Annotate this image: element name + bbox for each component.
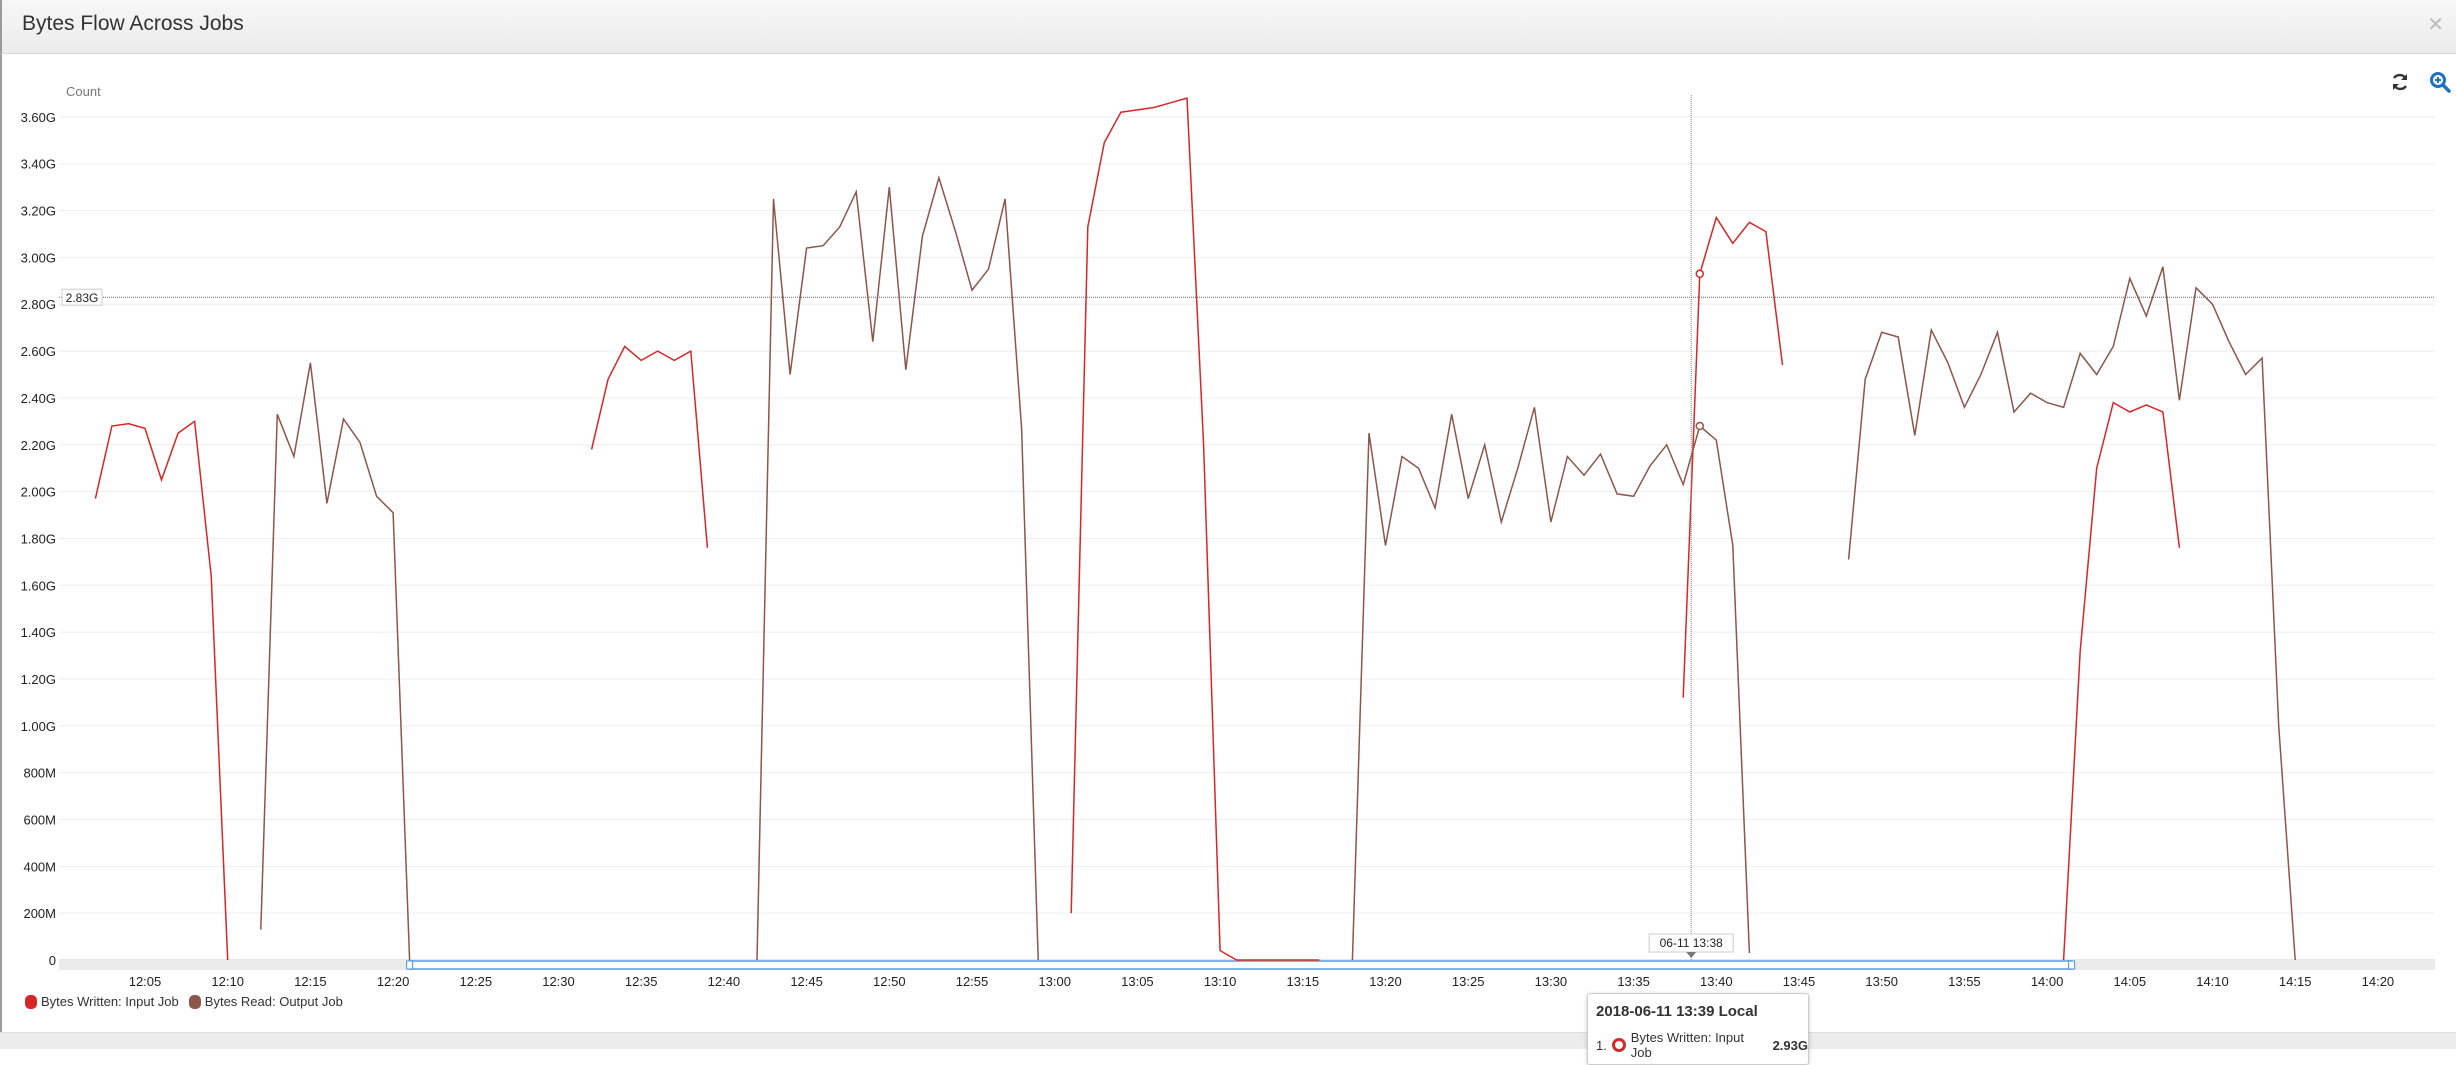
- x-tick-label: 13:30: [1535, 974, 1568, 989]
- legend-swatch: [188, 994, 201, 1009]
- x-tick-label: 13:55: [1948, 974, 1981, 989]
- x-tick-label: 12:15: [294, 974, 327, 989]
- x-tick-label: 12:35: [625, 974, 658, 989]
- y-tick-label: 0: [49, 953, 56, 968]
- x-tick-label: 12:50: [873, 974, 906, 989]
- tooltip-index: 1.: [1596, 1037, 1607, 1053]
- y-tick-label: 200M: [23, 906, 56, 921]
- y-tick-label: 2.60G: [21, 344, 56, 359]
- x-tick-label: 13:25: [1452, 974, 1485, 989]
- chart-title: Bytes Flow Across Jobs: [22, 12, 244, 35]
- y-tick-label: 1.60G: [21, 578, 56, 593]
- y-tick-label: 3.20G: [21, 204, 56, 219]
- x-tick-label: 12:30: [542, 974, 575, 989]
- legend: Bytes Written: Input Job Bytes Read: Out…: [25, 994, 343, 1009]
- x-tick-label: 12:20: [377, 974, 410, 989]
- navigator-handle[interactable]: [406, 960, 414, 970]
- series-line-bytes-read: [260, 362, 411, 961]
- y-tick-label: 400M: [23, 859, 56, 874]
- series-line-bytes-written: [94, 419, 229, 961]
- hover-marker-bytes-written: [1695, 269, 1705, 279]
- x-tick-label: 12:40: [708, 974, 741, 989]
- y-axis-title: Count: [66, 84, 101, 99]
- x-tick-label: 13:05: [1121, 974, 1154, 989]
- legend-label: Bytes Written: Input Job: [41, 994, 179, 1009]
- x-tick-label: 13:10: [1204, 974, 1237, 989]
- series-line-bytes-written: [1682, 215, 1784, 698]
- y-tick-label: 1.80G: [21, 531, 56, 546]
- y-tick-label: 3.00G: [21, 250, 56, 265]
- series-line-bytes-read: [1847, 266, 2296, 961]
- y-tick-label: 2.20G: [21, 438, 56, 453]
- series-line-bytes-written: [590, 345, 709, 548]
- series-line-bytes-written: [2062, 401, 2181, 961]
- crosshair-pointer: [1686, 952, 1697, 958]
- series-line-bytes-read: [1351, 407, 1751, 961]
- y-tick-label: 3.60G: [21, 110, 56, 125]
- x-tick-label: 12:55: [956, 974, 989, 989]
- y-tick-label: 1.20G: [21, 672, 56, 687]
- crosshair-x-label: 06-11 13:38: [1660, 936, 1723, 950]
- series-marker-icon: [1611, 1038, 1626, 1052]
- navigator-handle[interactable]: [2068, 960, 2076, 970]
- close-icon[interactable]: ✕: [2427, 14, 2444, 36]
- x-tick-label: 14:10: [2196, 974, 2229, 989]
- series-line-bytes-written: [1070, 97, 1320, 961]
- x-tick-label: 13:20: [1369, 974, 1402, 989]
- x-tick-label: 12:45: [790, 974, 823, 989]
- legend-item-bytes-read[interactable]: Bytes Read: Output Job: [188, 994, 343, 1009]
- legend-item-bytes-written[interactable]: Bytes Written: Input Job: [25, 994, 179, 1009]
- series-line-bytes-read: [756, 175, 1039, 961]
- tooltip-series: Bytes Written: Input Job: [1630, 1030, 1744, 1060]
- footer-bar: [0, 1032, 2456, 1049]
- tooltip-row: 1. Bytes Written: Input Job 2.93G: [1596, 1030, 1808, 1060]
- y-tick-label: 3.40G: [21, 157, 56, 172]
- y-tick-label: 2.00G: [21, 485, 56, 500]
- x-tick-label: 13:40: [1700, 974, 1733, 989]
- zoom-in-icon[interactable]: [2428, 70, 2452, 94]
- navigator-selection[interactable]: [408, 960, 2073, 970]
- y-tick-label: 1.40G: [21, 625, 56, 640]
- tooltip: 2018-06-11 13:39 Local 1. Bytes Written:…: [1587, 993, 1809, 1065]
- left-border: [0, 54, 2, 1048]
- legend-swatch: [25, 994, 37, 1009]
- crosshair-y-label-box: [61, 288, 103, 306]
- x-tick-label: 13:50: [1865, 974, 1898, 989]
- y-tick-label: 600M: [23, 812, 56, 827]
- tooltip-value: 2.93G: [1772, 1037, 1808, 1053]
- x-tick-label: 13:00: [1038, 974, 1071, 989]
- y-tick-label: 800M: [23, 766, 56, 781]
- x-tick-label: 13:45: [1783, 974, 1816, 989]
- x-tick-label: 12:25: [460, 974, 493, 989]
- modal-header: Bytes Flow Across Jobs ✕: [0, 0, 2456, 54]
- y-tick-label: 1.00G: [21, 719, 56, 734]
- y-tick-label: 2.40G: [21, 391, 56, 406]
- x-tick-label: 14:20: [2362, 974, 2395, 989]
- chart-area[interactable]: Count 0 200M 400M 600M 800M 1.00G 1.20G 1.40G 1.6…: [0, 54, 2456, 994]
- y-tick-label: 2.80G: [21, 297, 56, 312]
- x-tick-label: 12:10: [211, 974, 244, 989]
- x-tick-label: 13:35: [1617, 974, 1650, 989]
- tooltip-title: 2018-06-11 13:39 Local: [1596, 1003, 1758, 1020]
- x-tick-label: 14:15: [2279, 974, 2312, 989]
- refresh-icon[interactable]: [2388, 70, 2412, 94]
- x-tick-label: 14:00: [2031, 974, 2064, 989]
- legend-label: Bytes Read: Output Job: [204, 994, 343, 1009]
- hover-marker-bytes-read: [1695, 421, 1705, 431]
- x-tick-label: 14:05: [2114, 974, 2147, 989]
- x-tick-label: 13:15: [1287, 974, 1320, 989]
- x-tick-label: 12:05: [129, 974, 162, 989]
- crosshair-y-label: 2.83G: [66, 291, 99, 305]
